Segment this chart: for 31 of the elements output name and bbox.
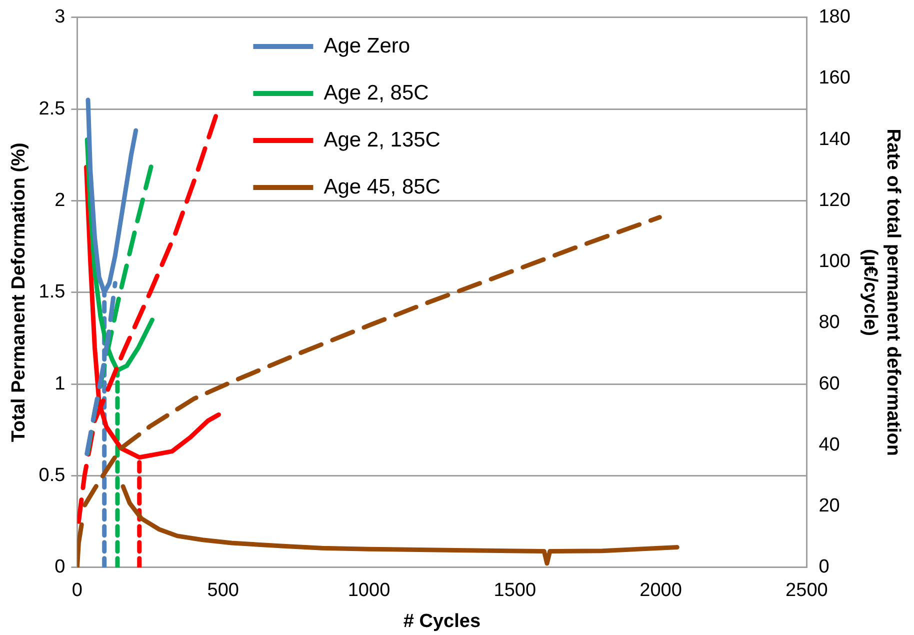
y2-tick-label: 60 xyxy=(818,373,840,394)
legend-label: Age 45, 85C xyxy=(324,175,440,198)
y-tick-label: 2.5 xyxy=(38,98,66,120)
y2-tick-label: 100 xyxy=(818,251,850,272)
y2-axis-title: Rate of total permanent deformation (µ€/cycle) xyxy=(860,128,904,456)
x-tick-label: 2500 xyxy=(786,580,828,602)
y2-tick-label: 20 xyxy=(818,496,840,517)
y2-tick-label: 0 xyxy=(818,556,830,578)
y-tick-label: 2 xyxy=(54,190,66,211)
x-tick-label: 2000 xyxy=(640,580,682,602)
y2-tick-label: 80 xyxy=(818,312,840,334)
legend-label: Age 2, 135C xyxy=(324,128,440,152)
legend-label: Age 2, 85C xyxy=(324,81,429,104)
y-axis-title: Total Permanent Deformation (%) xyxy=(8,142,30,442)
x-axis-title: # Cycles xyxy=(403,610,481,632)
x-tick-label: 1000 xyxy=(348,580,390,602)
y2-tick-label: 140 xyxy=(818,128,850,150)
y2-tick-label: 160 xyxy=(818,68,850,89)
y-tick-label: 0 xyxy=(54,556,66,578)
y-tick-label: 1.5 xyxy=(38,282,66,303)
x-tick-label: 500 xyxy=(207,580,239,602)
y2-tick-label: 40 xyxy=(818,434,840,456)
y-tick-label: 1 xyxy=(54,373,66,394)
x-tick-label: 0 xyxy=(72,580,82,602)
y2-tick-label: 180 xyxy=(818,6,850,28)
y-tick-label: 3 xyxy=(54,6,66,28)
x-tick-label: 1500 xyxy=(494,580,536,602)
legend-label: Age Zero xyxy=(324,34,410,58)
y-tick-label: 0.5 xyxy=(38,464,66,486)
y2-tick-label: 120 xyxy=(818,190,850,211)
line-series xyxy=(82,214,662,508)
